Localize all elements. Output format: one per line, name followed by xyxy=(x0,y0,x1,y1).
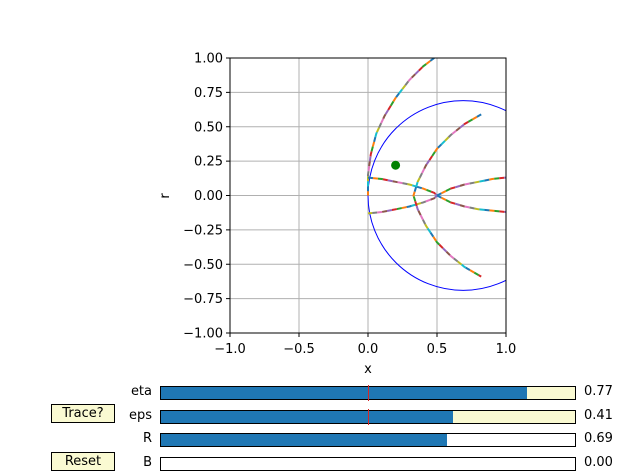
trace-path xyxy=(436,194,506,213)
slider-r-label: R xyxy=(142,431,152,446)
slider-eps-initial-marker xyxy=(368,409,369,425)
trace-path xyxy=(436,176,506,197)
trace-path xyxy=(367,58,435,196)
slider-b-track[interactable] xyxy=(160,457,576,471)
trace-path xyxy=(367,176,439,215)
x-tick-label: 0.5 xyxy=(427,342,448,357)
trace-path xyxy=(436,176,506,197)
trace-path xyxy=(436,194,506,213)
trace-path xyxy=(436,194,506,213)
slider-eta-label: eta xyxy=(130,384,152,399)
y-tick-label: −0.75 xyxy=(183,292,223,307)
trace-path xyxy=(412,113,482,278)
trace-path xyxy=(367,176,439,215)
y-tick-label: 0.75 xyxy=(194,86,223,101)
x-tick-label: 1.0 xyxy=(496,342,517,357)
trace-path xyxy=(436,194,506,213)
y-tick-label: 1.00 xyxy=(194,52,223,67)
trace-path xyxy=(436,194,506,213)
y-tick-label: −0.25 xyxy=(183,223,223,238)
trace-path xyxy=(436,176,506,197)
trace-path xyxy=(436,194,506,213)
y-tick-label: 0.00 xyxy=(194,189,223,204)
trace-path xyxy=(436,176,506,197)
trace-path xyxy=(436,194,506,213)
slider-eta-initial-marker xyxy=(368,385,369,401)
y-tick-label: 0.25 xyxy=(194,155,223,170)
slider-eps-label: eps xyxy=(128,408,152,423)
point-dot xyxy=(391,160,401,170)
slider-eta-track[interactable] xyxy=(160,385,576,401)
slider-r-track[interactable] xyxy=(160,433,576,447)
reset-button[interactable]: Reset xyxy=(51,452,115,471)
trace-path xyxy=(436,194,506,213)
y-tick-label: 0.50 xyxy=(194,120,223,135)
x-tick-label: −1.0 xyxy=(214,342,246,357)
slider-eps-track[interactable] xyxy=(160,409,576,425)
trace-path xyxy=(436,176,506,197)
trace-path xyxy=(436,176,506,197)
plot-canvas: −1.0 −0.5 0.0 0.5 1.0 1.00 0.75 0.50 0.25 0.00 −0.… xyxy=(158,52,516,378)
x-tick-label: −0.5 xyxy=(283,342,315,357)
trace-path xyxy=(436,176,506,197)
slider-b-label: B xyxy=(143,455,152,470)
slider-eps-fill xyxy=(161,411,453,423)
trace-path xyxy=(367,58,435,196)
slider-eta-value: 0.77 xyxy=(584,384,613,399)
slider-eta-fill xyxy=(161,387,528,399)
point-marker xyxy=(391,160,401,170)
x-tick-label: 0.0 xyxy=(358,342,379,357)
y-tick-label: −1.00 xyxy=(183,327,223,342)
trace-path xyxy=(436,194,506,213)
x-axis-label: x xyxy=(364,362,372,377)
axis-ticks: −1.0 −0.5 0.0 0.5 1.0 1.00 0.75 0.50 0.25 0.00 −0.… xyxy=(183,52,516,358)
trace-path xyxy=(412,113,482,278)
trace-path xyxy=(436,194,506,213)
y-axis-label: r xyxy=(158,193,173,199)
slider-r-value: 0.69 xyxy=(584,431,613,446)
trace-path xyxy=(412,113,482,278)
trace-path xyxy=(367,58,435,196)
trace-path xyxy=(436,176,506,197)
trace-path xyxy=(436,176,506,197)
y-tick-label: −0.50 xyxy=(183,258,223,273)
slider-b-value: 0.00 xyxy=(584,455,613,470)
trace-path xyxy=(436,176,506,197)
trace-toggle-button[interactable]: Trace? xyxy=(51,404,115,423)
slider-r-fill xyxy=(161,434,447,446)
slider-eps-value: 0.41 xyxy=(584,408,613,423)
trace-curves xyxy=(367,58,506,278)
